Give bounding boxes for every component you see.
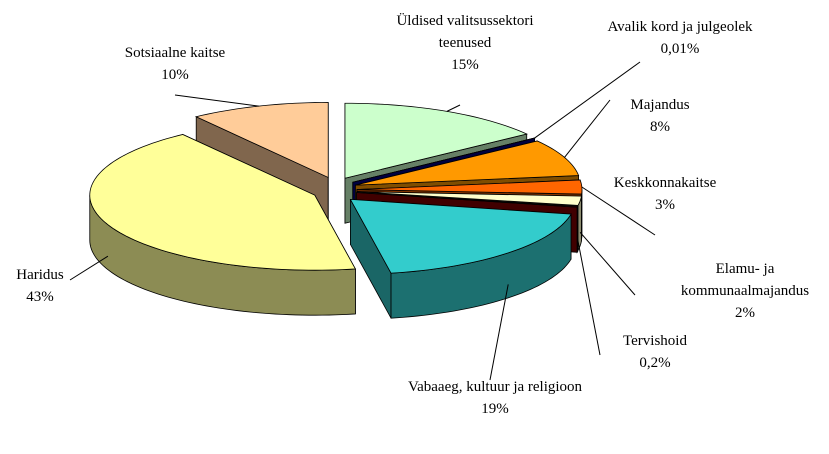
- slice: [194, 102, 329, 179]
- data-label: Avalik kord ja julgeolek 0,01%: [560, 16, 800, 60]
- data-label: Keskkonnakaitse 3%: [595, 172, 735, 216]
- category-label: Majandus: [630, 97, 690, 113]
- category-label: Elamu- ja kommunaalmajandus: [680, 261, 810, 299]
- value-label: 3%: [655, 197, 675, 213]
- leader-line: [489, 284, 509, 381]
- category-label: Tervishoid: [623, 333, 687, 349]
- data-label: Haridus 43%: [0, 264, 80, 308]
- slice: [89, 134, 357, 271]
- category-label: Keskkonnakaitse: [613, 175, 717, 191]
- category-label: Üldised valitsussektori teenused: [396, 13, 534, 51]
- data-label: Elamu- ja kommunaalmajandus 2%: [670, 258, 820, 324]
- value-label: 0,2%: [639, 355, 671, 371]
- category-label: Haridus: [16, 267, 64, 283]
- leader-line: [446, 104, 461, 112]
- data-label: Tervishoid 0,2%: [590, 330, 720, 374]
- leader-line: [576, 238, 601, 356]
- data-label: Majandus 8%: [620, 94, 700, 138]
- leader-line: [579, 231, 636, 296]
- leader-line: [581, 186, 656, 236]
- value-label: 15%: [451, 57, 479, 73]
- value-label: 0,01%: [660, 41, 700, 57]
- slice: [356, 179, 583, 195]
- data-label: Üldised valitsussektori teenused 15%: [380, 10, 550, 76]
- slice: [356, 192, 579, 208]
- slice: [355, 140, 580, 186]
- value-label: 2%: [735, 305, 755, 321]
- category-label: Sotsiaalne kaitse: [124, 45, 226, 61]
- slice-wall: [576, 204, 579, 254]
- value-label: 10%: [161, 67, 189, 83]
- pie-tops: [89, 102, 583, 274]
- slice: [344, 102, 528, 179]
- leader-line: [564, 99, 611, 158]
- slice: [356, 191, 582, 206]
- value-label: 19%: [481, 401, 509, 417]
- value-label: 43%: [26, 289, 54, 305]
- category-label: Avalik kord ja julgeolek: [607, 19, 753, 35]
- slice: [349, 198, 572, 274]
- data-label: Vabaaeg, kultuur ja religioon 19%: [405, 376, 585, 420]
- data-label: Sotsiaalne kaitse 10%: [95, 42, 255, 86]
- value-label: 8%: [650, 119, 670, 135]
- leader-line: [174, 94, 259, 107]
- leader-line: [69, 255, 109, 281]
- leader-line: [534, 61, 641, 139]
- category-label: Vabaaeg, kultuur ja religioon: [407, 379, 583, 395]
